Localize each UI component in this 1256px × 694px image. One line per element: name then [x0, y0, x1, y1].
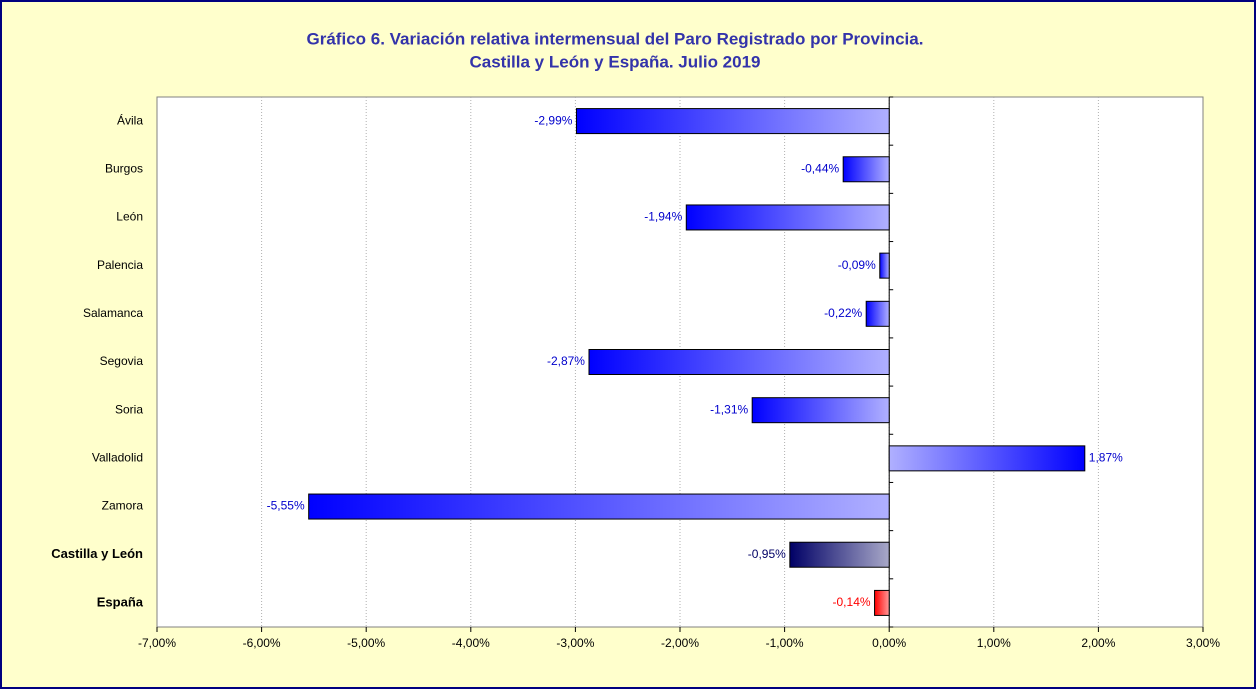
bar — [888, 445, 1086, 472]
x-tick-label: -2,00% — [661, 636, 699, 650]
y-tick-label: Soria — [115, 402, 143, 416]
x-tick-label: 0,00% — [872, 636, 906, 650]
bar — [842, 156, 890, 183]
y-tick-label: Ávila — [117, 112, 143, 127]
x-tick-label: -7,00% — [138, 636, 176, 650]
bar — [879, 252, 890, 279]
value-label: -2,99% — [534, 113, 572, 127]
value-label: -2,87% — [547, 354, 585, 368]
y-tick-label: Palencia — [97, 258, 143, 272]
bar — [789, 541, 890, 568]
value-label: -5,55% — [267, 499, 305, 513]
value-label: -0,95% — [748, 547, 786, 561]
value-label: -0,22% — [824, 306, 862, 320]
bar — [308, 493, 890, 520]
x-tick-label: 2,00% — [1081, 636, 1115, 650]
chart-title: Castilla y León y España. Julio 2019 — [469, 52, 760, 71]
x-tick-label: -5,00% — [347, 636, 385, 650]
value-label: -0,44% — [801, 161, 839, 175]
y-tick-label: Salamanca — [83, 306, 143, 320]
x-tick-label: -4,00% — [452, 636, 490, 650]
bar — [588, 349, 890, 375]
x-tick-label: 1,00% — [977, 636, 1011, 650]
y-tick-label: Valladolid — [92, 451, 143, 465]
value-label: -1,94% — [644, 210, 682, 224]
bar — [575, 108, 890, 135]
y-tick-label: Zamora — [102, 499, 144, 513]
x-tick-label: -1,00% — [766, 636, 804, 650]
y-tick-label: Segovia — [100, 354, 144, 368]
chart-title: Gráfico 6. Variación relativa intermensu… — [307, 29, 924, 48]
value-label: -1,31% — [710, 402, 748, 416]
bar — [874, 589, 890, 616]
x-tick-label: -3,00% — [556, 636, 594, 650]
y-tick-label: Burgos — [105, 161, 143, 175]
y-tick-label: León — [116, 210, 143, 224]
value-label: -0,09% — [838, 258, 876, 272]
y-tick-label: España — [97, 594, 144, 609]
bar — [685, 204, 890, 231]
x-tick-label: 3,00% — [1186, 636, 1220, 650]
value-label: -0,14% — [833, 595, 871, 609]
bar — [751, 397, 890, 424]
x-tick-label: -6,00% — [243, 636, 281, 650]
value-label: 1,87% — [1089, 451, 1123, 465]
bar — [865, 300, 890, 327]
y-tick-label: Castilla y León — [51, 546, 143, 561]
